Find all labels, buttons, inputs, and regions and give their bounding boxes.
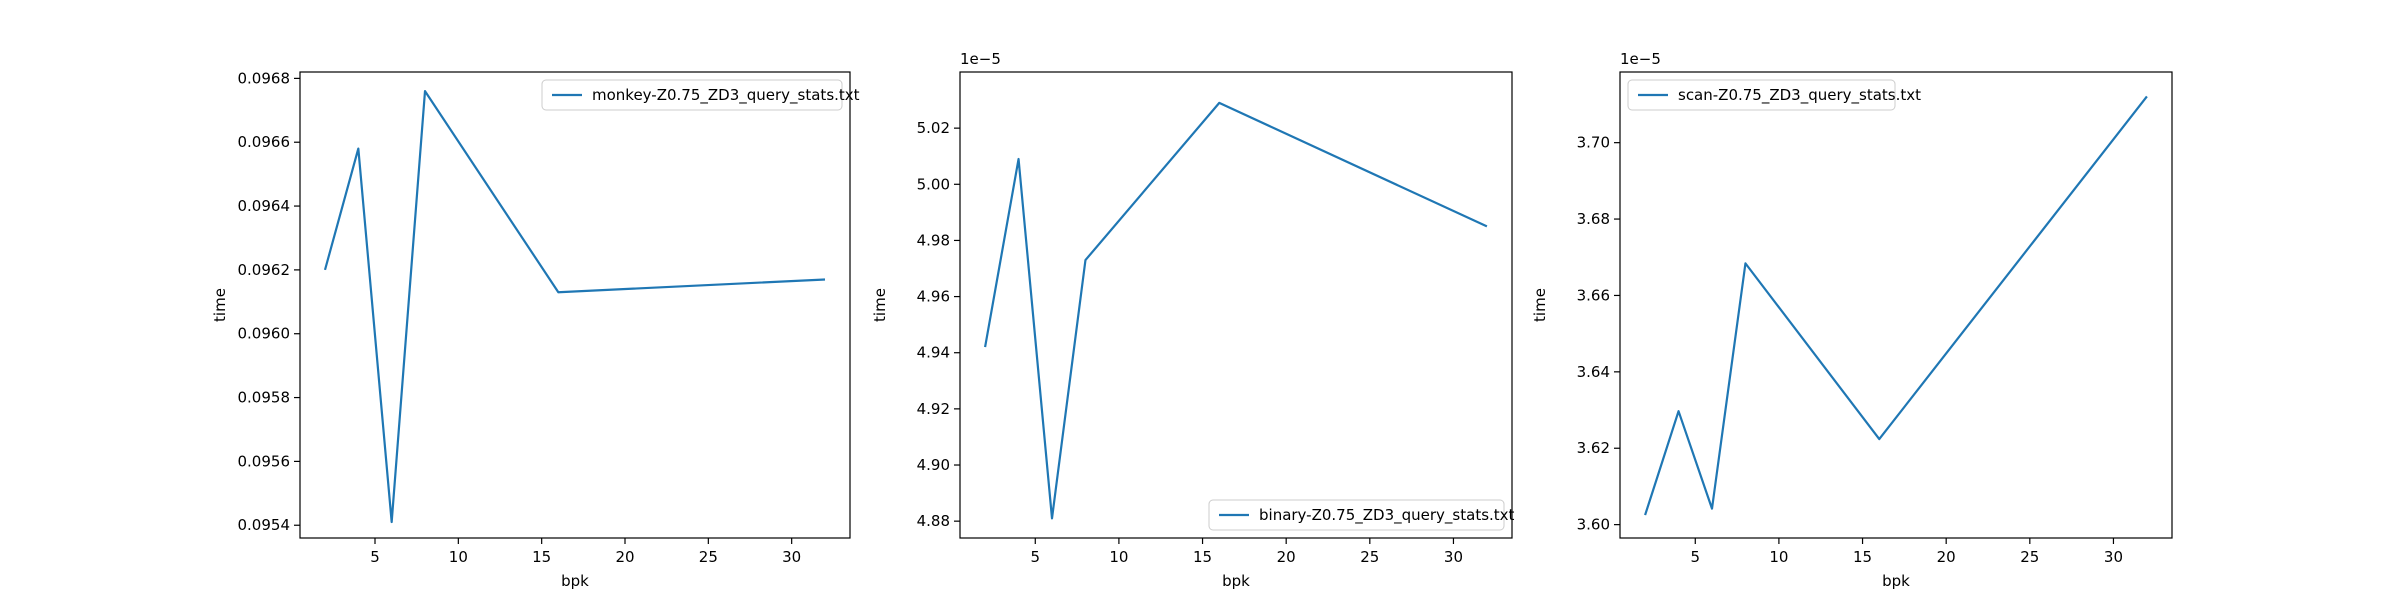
y-offset-label: 1e−5 <box>960 50 1001 68</box>
y-tick-label: 0.0958 <box>238 389 291 407</box>
legend: monkey-Z0.75_ZD3_query_stats.txt <box>541 79 860 111</box>
x-tick-label: 25 <box>2020 548 2039 566</box>
x-tick-label: 15 <box>532 548 551 566</box>
y-axis-label: time <box>871 288 889 322</box>
legend-entry: scan-Z0.75_ZD3_query_stats.txt <box>1678 86 1921 105</box>
x-tick-label: 5 <box>1030 548 1040 566</box>
y-tick-label: 0.0966 <box>238 133 291 151</box>
legend: binary-Z0.75_ZD3_query_stats.txt <box>1208 499 1515 531</box>
legend: scan-Z0.75_ZD3_query_stats.txt <box>1627 79 1921 111</box>
series-line-1 <box>323 90 826 524</box>
y-tick-label: 4.96 <box>917 288 950 306</box>
x-axis-label: bpk <box>1222 572 1250 590</box>
axes-frame <box>1619 71 2173 539</box>
y-tick-label: 4.98 <box>917 231 950 249</box>
x-tick-label: 5 <box>1690 548 1700 566</box>
legend-box <box>541 79 843 111</box>
y-tick-label: 0.0968 <box>238 69 291 87</box>
y-tick-label: 3.64 <box>1577 363 1610 381</box>
y-axis-label: time <box>211 288 229 322</box>
axes-frame <box>299 71 851 539</box>
y-axis-label: time <box>1531 288 1549 322</box>
y-tick-label: 0.0964 <box>238 197 291 215</box>
subplots: 5 10 15 20 25 30 0.0954 0.0956 0.0958 0.0960 0.096… <box>211 50 2173 590</box>
x-tick-label: 25 <box>1360 548 1379 566</box>
x-tick-label: 30 <box>2104 548 2123 566</box>
y-offset-label: 1e−5 <box>1620 50 1661 68</box>
y-tick-label: 4.92 <box>917 400 950 418</box>
x-tick-label: 10 <box>449 548 468 566</box>
y-tick-label: 0.0954 <box>238 516 291 534</box>
y-tick-label: 4.88 <box>917 512 950 530</box>
x-tick-label: 5 <box>370 548 380 566</box>
x-tick-label: 20 <box>615 548 634 566</box>
x-tick-label: 10 <box>1769 548 1788 566</box>
x-tick-label: 15 <box>1193 548 1212 566</box>
y-tick-label: 5.02 <box>917 119 950 137</box>
x-tick-label: 15 <box>1853 548 1872 566</box>
subplot-2: 5 10 15 20 25 30 4.88 4.90 4.92 4.94 4.96 4.98 5.00 5… <box>871 50 1515 590</box>
y-tick-label: 0.0960 <box>238 325 291 343</box>
y-tick-label: 0.0962 <box>238 261 291 279</box>
x-tick-label: 30 <box>1444 548 1463 566</box>
axes-frame <box>959 71 1513 539</box>
x-axis-label: bpk <box>1882 572 1910 590</box>
series-line-1 <box>1644 95 2148 516</box>
y-tick-label: 4.94 <box>917 344 950 362</box>
y-tick-label: 3.70 <box>1577 134 1610 152</box>
x-axis-label: bpk <box>561 572 589 590</box>
y-tick-label: 3.66 <box>1577 286 1610 304</box>
y-tick-label: 0.0956 <box>238 452 291 470</box>
legend-entry: monkey-Z0.75_ZD3_query_stats.txt <box>592 86 860 105</box>
y-tick-label: 4.90 <box>917 456 950 474</box>
x-tick-label: 30 <box>782 548 801 566</box>
legend-entry: binary-Z0.75_ZD3_query_stats.txt <box>1259 506 1515 525</box>
y-tick-label: 5.00 <box>917 175 950 193</box>
series-line-1 <box>984 101 1488 520</box>
y-tick-label: 3.60 <box>1577 516 1610 534</box>
x-tick-label: 20 <box>1937 548 1956 566</box>
y-tick-label: 3.62 <box>1577 439 1610 457</box>
x-tick-label: 20 <box>1277 548 1296 566</box>
y-tick-label: 3.68 <box>1577 210 1610 228</box>
subplot-1: 5 10 15 20 25 30 0.0954 0.0956 0.0958 0.0960 0.096… <box>211 69 860 590</box>
legend-box <box>1208 499 1505 531</box>
subplot-3: 5 10 15 20 25 30 3.60 3.62 3.64 3.66 3.68 3.70 bpk ti… <box>1531 50 2173 590</box>
legend-box <box>1627 79 1896 111</box>
x-tick-label: 25 <box>699 548 718 566</box>
x-tick-label: 10 <box>1109 548 1128 566</box>
